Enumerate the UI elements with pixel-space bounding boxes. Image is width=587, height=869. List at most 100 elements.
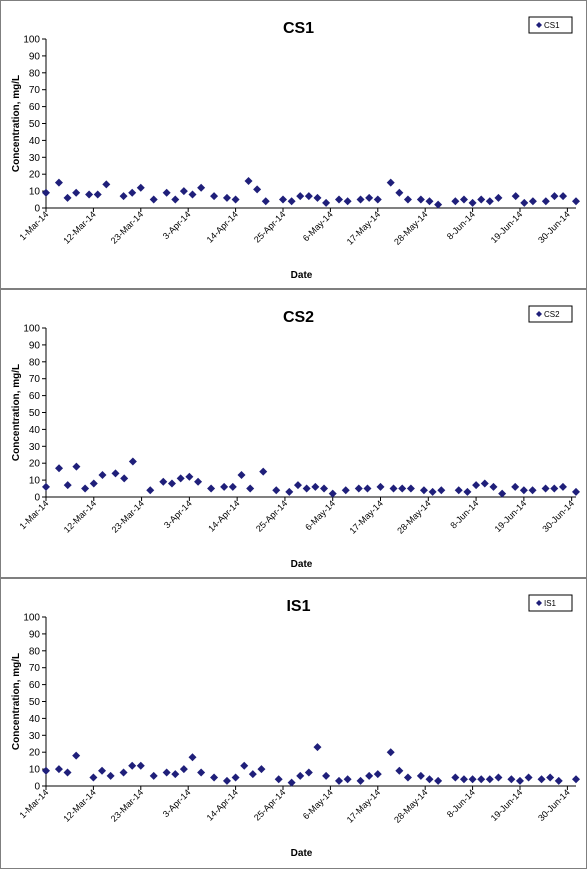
data-point (197, 768, 206, 777)
y-tick-label: 10 (29, 187, 41, 198)
data-point (311, 482, 320, 491)
legend-label: CS2 (544, 310, 560, 319)
data-point (120, 474, 129, 483)
data-point (373, 770, 382, 779)
data-point (240, 761, 249, 770)
data-point (136, 761, 145, 770)
y-tick-label: 20 (29, 748, 41, 759)
data-point (274, 775, 283, 784)
data-point (246, 484, 255, 493)
y-tick-label: 10 (29, 765, 41, 776)
data-point (72, 751, 81, 760)
data-point (296, 771, 305, 780)
data-point (42, 188, 50, 197)
data-point (406, 484, 415, 493)
data-point (365, 771, 374, 780)
y-tick-label: 0 (34, 493, 40, 504)
y-tick-label: 50 (29, 697, 41, 708)
data-point (403, 195, 412, 204)
data-point (519, 486, 528, 495)
data-point (451, 197, 460, 206)
data-point (188, 753, 197, 762)
x-tick-label: 19-Jun-14 (493, 498, 529, 534)
x-tick-label: 3-Apr-14 (161, 787, 193, 819)
legend-marker (536, 600, 542, 606)
data-point (244, 176, 253, 185)
data-point (419, 486, 428, 495)
x-tick-label: 3-Apr-14 (162, 498, 194, 530)
legend-box (528, 16, 573, 34)
x-tick-label: 30-Jun-14 (536, 787, 572, 823)
y-axis-label: Concentration, mg/L (11, 75, 22, 172)
data-point (434, 776, 443, 785)
data-point (554, 776, 563, 785)
y-tick-label: 30 (29, 153, 41, 164)
data-point (296, 192, 305, 201)
y-tick-label: 40 (29, 136, 41, 147)
y-tick-label: 20 (29, 459, 41, 470)
data-point (228, 482, 237, 491)
data-point (63, 768, 72, 777)
data-point (179, 187, 188, 196)
data-point (162, 768, 171, 777)
y-tick-label: 50 (29, 408, 41, 419)
x-tick-label: 6-May-14 (301, 787, 335, 821)
y-tick-label: 20 (29, 170, 41, 181)
data-point (285, 487, 294, 496)
y-tick-label: 80 (29, 68, 41, 79)
data-point (356, 776, 365, 785)
data-point (231, 195, 240, 204)
y-tick-label: 40 (29, 425, 41, 436)
data-point (541, 484, 550, 493)
data-point (459, 195, 468, 204)
data-point (343, 775, 352, 784)
y-axis-label: Concentration, mg/L (11, 364, 22, 461)
data-point (89, 773, 98, 782)
legend: IS1 (528, 594, 573, 612)
data-point (559, 192, 568, 201)
data-point (85, 190, 94, 199)
data-point (248, 770, 257, 779)
x-tick-label: 19-Jun-14 (489, 787, 525, 823)
x-tick-label: 14-Apr-14 (206, 498, 241, 533)
data-point (210, 192, 219, 201)
data-point (494, 193, 503, 202)
y-tick-label: 90 (29, 51, 41, 62)
data-point (416, 771, 425, 780)
data-point (119, 192, 128, 201)
data-point (146, 486, 155, 495)
data-point (72, 188, 81, 197)
data-point (434, 200, 443, 209)
x-tick-label: 17-May-14 (345, 787, 382, 824)
data-point (398, 484, 407, 493)
x-tick-label: 14-Apr-14 (205, 787, 240, 822)
legend: CS2 (528, 305, 573, 323)
x-tick-label: 6-May-14 (303, 498, 337, 532)
data-point (257, 765, 266, 774)
data-point (328, 489, 337, 498)
data-point (485, 197, 494, 206)
data-point (498, 489, 507, 498)
y-tick-label: 0 (34, 782, 40, 793)
chart-title: CS2 (283, 309, 314, 326)
y-tick-label: 70 (29, 663, 41, 674)
chart-title: IS1 (286, 598, 310, 615)
data-point (524, 773, 533, 782)
legend-box (528, 305, 573, 323)
y-tick-label: 30 (29, 731, 41, 742)
data-point (386, 748, 395, 757)
data-point (54, 765, 63, 774)
data-point (63, 481, 72, 490)
data-point (149, 771, 158, 780)
y-tick-label: 0 (34, 204, 40, 215)
x-axis-label: Date (291, 848, 313, 859)
data-point (468, 198, 477, 207)
data-point (572, 775, 580, 784)
data-point (159, 477, 168, 486)
y-tick-label: 100 (23, 35, 40, 46)
data-point (210, 773, 219, 782)
data-point (335, 195, 344, 204)
x-tick-label: 23-Mar-14 (109, 787, 145, 823)
data-point (136, 183, 145, 192)
